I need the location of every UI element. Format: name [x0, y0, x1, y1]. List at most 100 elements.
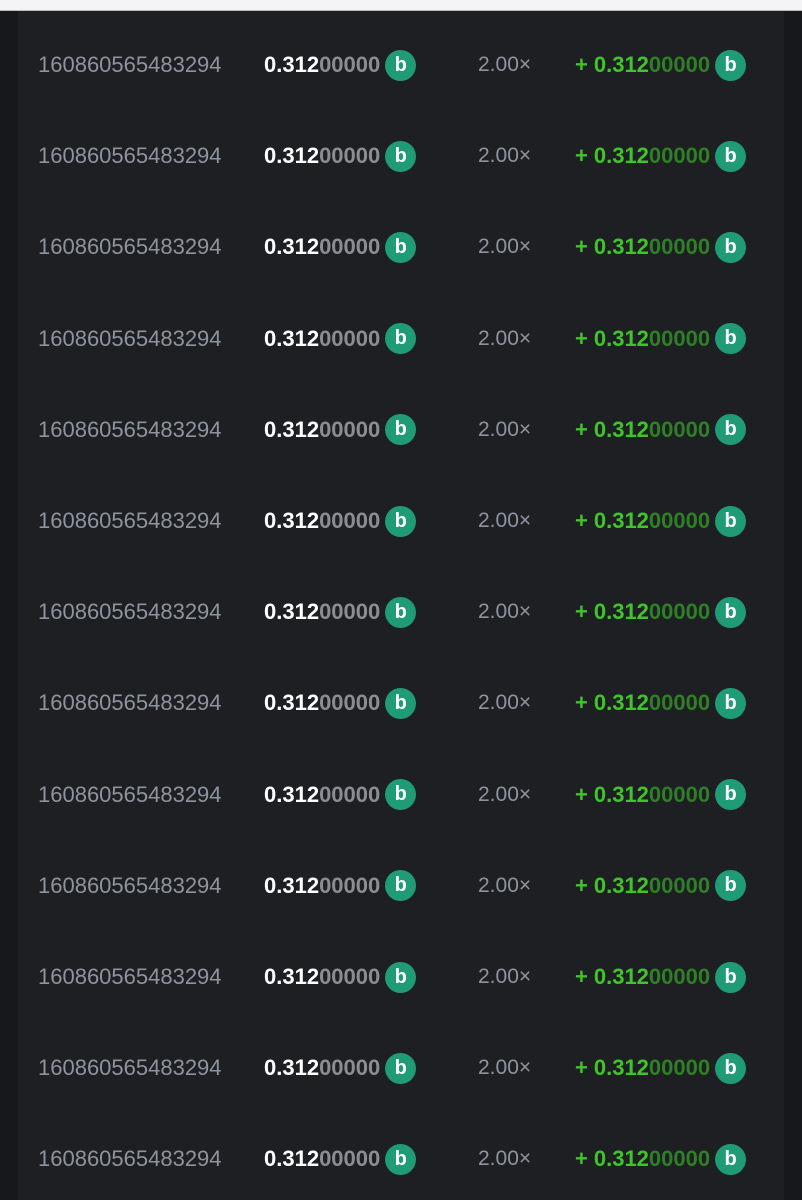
multiplier: 2.00× [478, 1147, 532, 1171]
bet-id[interactable]: 160860565483294 [38, 781, 222, 807]
payout-rest: 00000 [648, 234, 711, 260]
payout-sign: + [575, 325, 588, 351]
bet-amount: 0.312 00000 b [264, 49, 417, 81]
coin-icon: b [385, 140, 417, 172]
bet-amount: 0.312 00000 b [264, 140, 417, 172]
coin-icon: b [715, 687, 747, 719]
coin-icon: b [715, 961, 747, 993]
bet-amount-rest: 00000 [319, 599, 381, 625]
payout: +0.312 00000 b [575, 779, 747, 811]
payout: +0.312 00000 b [575, 414, 747, 446]
payout: +0.312 00000 b [575, 596, 747, 628]
payout-sign: + [575, 872, 588, 898]
payout-rest: 00000 [648, 508, 711, 533]
payout-sign: + [575, 1146, 588, 1172]
bet-row[interactable]: 160860565483294 0.312 00000 b 2.00× +0.31… [18, 501, 784, 541]
coin-icon: b [715, 1143, 747, 1175]
bet-row[interactable]: 160860565483294 0.312 00000 b 2.00× +0.31… [18, 319, 784, 359]
bet-amount: 0.312 00000 b [264, 779, 417, 811]
bet-amount-main: 0.312 [264, 52, 320, 77]
payout-main: 0.312 [593, 416, 649, 442]
coin-icon: b [385, 231, 417, 263]
bet-row[interactable]: 160860565483294 0.312 00000 b 2.00× +0.31… [18, 775, 784, 815]
multiplier: 2.00× [478, 53, 532, 76]
coin-icon: b [385, 323, 417, 355]
bet-amount-main: 0.312 [264, 234, 320, 260]
bet-row[interactable]: 160860565483294 0.312 00000 b 2.00× +0.31… [18, 136, 784, 176]
coin-icon: b [715, 596, 747, 628]
payout-sign: + [575, 690, 588, 716]
payout-sign: + [575, 1055, 588, 1081]
payout-rest: 00000 [648, 872, 711, 898]
bet-row[interactable]: 160860565483294 0.312 00000 b 2.00× +0.31… [18, 866, 784, 906]
bet-amount-main: 0.312 [264, 416, 320, 442]
payout-rest: 00000 [648, 416, 711, 442]
payout-sign: + [575, 52, 588, 77]
bet-amount-main: 0.312 [264, 1146, 320, 1172]
coin-icon: b [715, 870, 747, 902]
bet-amount-main: 0.312 [264, 143, 320, 169]
bet-amount-rest: 00000 [319, 325, 381, 351]
payout-rest: 00000 [648, 52, 711, 77]
bet-amount: 0.312 00000 b [264, 961, 417, 993]
coin-icon: b [385, 414, 417, 446]
bet-row[interactable]: 160860565483294 0.312 00000 b 2.00× +0.31… [18, 45, 784, 85]
bet-id[interactable]: 160860565483294 [38, 964, 222, 989]
bet-id[interactable]: 160860565483294 [38, 52, 222, 77]
bet-amount-main: 0.312 [264, 325, 320, 351]
bet-row[interactable]: 160860565483294 0.312 00000 b 2.00× +0.31… [18, 592, 784, 632]
bet-row[interactable]: 160860565483294 0.312 00000 b 2.00× +0.31… [18, 957, 784, 997]
multiplier: 2.00× [478, 782, 532, 806]
bet-amount-rest: 00000 [319, 1055, 381, 1081]
payout-main: 0.312 [593, 52, 649, 77]
multiplier: 2.00× [478, 691, 532, 715]
payout-sign: + [575, 781, 588, 807]
coin-icon: b [715, 323, 747, 355]
bet-amount: 0.312 00000 b [264, 687, 417, 719]
multiplier: 2.00× [478, 965, 532, 988]
bet-amount-rest: 00000 [319, 416, 381, 442]
coin-icon: b [715, 231, 747, 263]
bet-id[interactable]: 160860565483294 [38, 1146, 222, 1172]
bet-id[interactable]: 160860565483294 [38, 416, 222, 442]
payout-sign: + [575, 508, 588, 533]
payout-sign: + [575, 234, 588, 260]
bet-amount-rest: 00000 [319, 964, 381, 989]
bet-id[interactable]: 160860565483294 [38, 599, 222, 625]
bet-id[interactable]: 160860565483294 [38, 143, 222, 169]
payout-rest: 00000 [648, 599, 711, 625]
bet-row[interactable]: 160860565483294 0.312 00000 b 2.00× +0.31… [18, 410, 784, 450]
bet-amount: 0.312 00000 b [264, 323, 417, 355]
payout: +0.312 00000 b [575, 1143, 747, 1175]
bet-id[interactable]: 160860565483294 [38, 234, 222, 260]
coin-icon: b [385, 779, 417, 811]
bet-id[interactable]: 160860565483294 [38, 1055, 222, 1081]
bet-id[interactable]: 160860565483294 [38, 508, 222, 533]
payout-rest: 00000 [648, 1055, 711, 1081]
bet-row[interactable]: 160860565483294 0.312 00000 b 2.00× +0.31… [18, 1048, 784, 1088]
bet-amount: 0.312 00000 b [264, 1143, 417, 1175]
multiplier: 2.00× [478, 326, 532, 350]
multiplier: 2.00× [478, 417, 532, 441]
multiplier: 2.00× [478, 873, 532, 897]
bet-row[interactable]: 160860565483294 0.312 00000 b 2.00× +0.31… [18, 227, 784, 267]
multiplier: 2.00× [478, 509, 532, 532]
coin-icon: b [715, 414, 747, 446]
payout: +0.312 00000 b [575, 870, 747, 902]
payout-main: 0.312 [593, 325, 649, 351]
bet-id[interactable]: 160860565483294 [38, 872, 222, 898]
payout: +0.312 00000 b [575, 323, 747, 355]
coin-icon: b [385, 596, 417, 628]
coin-icon: b [385, 961, 417, 993]
multiplier: 2.00× [478, 144, 532, 168]
bet-amount: 0.312 00000 b [264, 505, 417, 537]
payout: +0.312 00000 b [575, 49, 747, 81]
bet-id[interactable]: 160860565483294 [38, 325, 222, 351]
bet-row[interactable]: 160860565483294 0.312 00000 b 2.00× +0.31… [18, 1139, 784, 1179]
payout-main: 0.312 [593, 1146, 649, 1172]
bet-row[interactable]: 160860565483294 0.312 00000 b 2.00× +0.31… [18, 683, 784, 723]
bet-id[interactable]: 160860565483294 [38, 690, 222, 716]
payout-main: 0.312 [593, 872, 649, 898]
status-bar [0, 0, 802, 11]
payout-rest: 00000 [648, 964, 711, 989]
